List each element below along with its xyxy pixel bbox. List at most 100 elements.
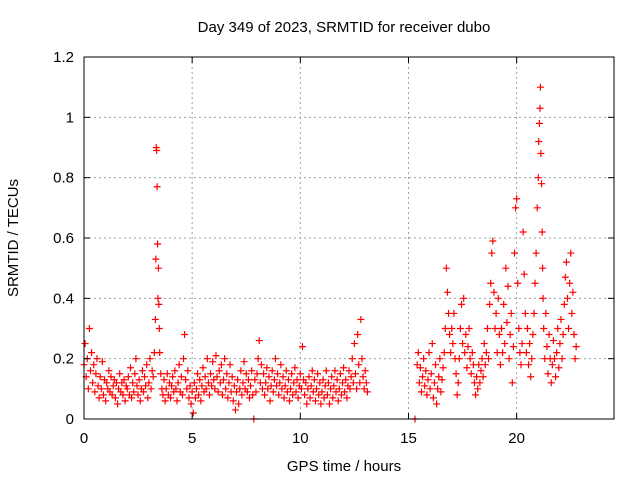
data-point <box>332 388 340 396</box>
data-point <box>434 385 442 393</box>
data-point <box>244 376 252 384</box>
data-point <box>494 294 502 302</box>
data-point <box>257 361 265 369</box>
data-point <box>146 355 154 363</box>
data-point <box>120 376 128 384</box>
data-point <box>319 376 327 384</box>
data-point <box>465 325 473 332</box>
data-point <box>142 382 150 390</box>
data-point <box>572 343 580 351</box>
data-point <box>301 391 309 399</box>
data-point <box>339 379 347 387</box>
data-point <box>129 379 137 387</box>
data-point <box>114 400 122 408</box>
data-point <box>116 370 124 378</box>
data-point <box>240 358 248 366</box>
data-point <box>534 174 542 182</box>
data-point <box>214 388 222 396</box>
data-point <box>452 370 460 378</box>
data-point <box>430 379 438 387</box>
data-point <box>347 373 355 381</box>
data-point <box>247 382 255 390</box>
data-point <box>153 147 161 155</box>
data-point <box>421 382 429 390</box>
data-point <box>514 279 522 287</box>
data-point <box>152 255 160 263</box>
data-point <box>500 300 508 308</box>
data-point <box>134 391 142 399</box>
data-point <box>551 355 559 363</box>
data-point <box>121 397 129 405</box>
data-point <box>186 382 194 390</box>
data-point <box>482 349 490 357</box>
data-point <box>168 382 176 390</box>
data-point <box>438 376 446 384</box>
data-point <box>209 358 217 366</box>
data-point <box>293 376 301 384</box>
data-point <box>419 373 427 381</box>
data-point <box>215 367 223 375</box>
data-point <box>84 385 92 393</box>
data-point <box>415 379 423 387</box>
data-point <box>328 373 336 381</box>
data-point <box>569 288 577 296</box>
y-tick-label: 0.6 <box>53 230 74 247</box>
data-point <box>93 355 101 363</box>
data-point <box>513 195 521 203</box>
data-point <box>107 373 115 381</box>
data-point <box>131 370 139 378</box>
data-point <box>160 376 168 384</box>
data-point <box>102 397 110 405</box>
data-point <box>427 370 435 378</box>
chart-title: Day 349 of 2023, SRMTID for receiver dub… <box>198 19 491 36</box>
data-point <box>453 391 461 399</box>
data-point <box>183 385 191 393</box>
data-point <box>279 373 287 381</box>
data-point <box>539 264 547 272</box>
data-point <box>426 385 434 393</box>
data-point <box>298 343 306 351</box>
data-point <box>327 385 335 393</box>
data-point <box>455 355 463 363</box>
y-tick-label: 1 <box>66 109 74 126</box>
data-point <box>277 361 285 369</box>
data-point <box>417 388 425 396</box>
data-point <box>456 325 464 332</box>
data-point <box>357 315 365 323</box>
data-point <box>284 376 292 384</box>
data-point <box>501 340 509 348</box>
data-point <box>535 137 543 145</box>
data-point <box>305 373 313 381</box>
data-point <box>475 361 483 369</box>
data-point <box>342 376 350 384</box>
data-point <box>489 237 497 245</box>
data-point <box>542 309 550 317</box>
data-point <box>254 355 262 363</box>
data-point <box>175 361 183 369</box>
data-point <box>449 340 457 348</box>
y-axis-label: SRMTID / TECUs <box>5 179 22 297</box>
data-point <box>525 361 533 369</box>
data-point <box>487 279 495 287</box>
data-point <box>361 367 369 375</box>
data-point <box>530 309 538 317</box>
data-point <box>242 370 250 378</box>
data-point <box>340 364 348 372</box>
data-point <box>477 367 485 375</box>
data-point <box>324 379 332 387</box>
data-point <box>92 370 100 378</box>
data-point <box>432 361 440 369</box>
data-point <box>154 240 162 248</box>
data-point <box>220 376 228 384</box>
data-point <box>161 397 169 405</box>
data-point <box>111 394 119 402</box>
data-point <box>413 361 421 369</box>
data-point <box>251 376 259 384</box>
data-point <box>217 361 225 369</box>
data-point <box>443 288 451 296</box>
data-point <box>210 376 218 384</box>
data-point <box>245 394 253 402</box>
data-point <box>198 382 206 390</box>
data-point <box>138 367 146 375</box>
